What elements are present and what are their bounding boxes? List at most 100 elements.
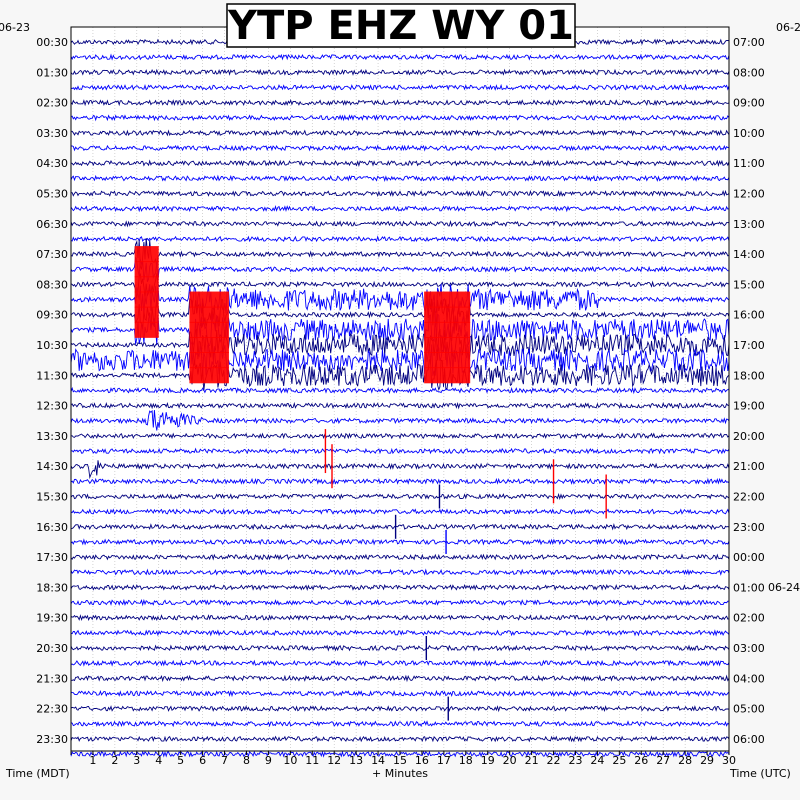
left-hour-label: 07:30 <box>36 248 68 261</box>
left-hour-label: 08:30 <box>36 278 68 291</box>
clipped-segment <box>424 291 471 308</box>
x-tick-label: 13 <box>349 754 363 767</box>
right-hour-label: 16:00 <box>733 309 765 322</box>
right-axis-label: Time (UTC) <box>729 767 791 780</box>
trace-25 <box>70 409 730 431</box>
right-hour-label: 15:00 <box>733 278 765 291</box>
left-hour-label: 21:30 <box>36 672 68 685</box>
trace-27 <box>70 447 730 455</box>
x-tick-label: 4 <box>155 754 162 767</box>
trace-4 <box>70 98 730 107</box>
x-tick-label: 29 <box>700 754 714 767</box>
trace-38 <box>70 614 730 622</box>
left-hour-label: 23:30 <box>36 733 68 746</box>
trace-20 <box>70 328 730 361</box>
left-hour-label: 10:30 <box>36 339 68 352</box>
clipped-segment <box>424 352 471 369</box>
left-hour-label: 13:30 <box>36 430 68 443</box>
right-hour-label: 10:00 <box>733 127 765 140</box>
left-hour-label: 11:30 <box>36 369 68 382</box>
clipped-segment <box>424 321 471 338</box>
x-tick-label: 27 <box>656 754 670 767</box>
x-tick-label: 14 <box>371 754 385 767</box>
trace-34 <box>70 553 730 561</box>
x-tick-label: 11 <box>305 754 319 767</box>
trace-35 <box>70 568 730 576</box>
trace-2 <box>70 68 730 76</box>
left-hour-label: 18:30 <box>36 581 68 594</box>
trace-36 <box>70 583 730 591</box>
trace-26 <box>70 432 730 440</box>
left-hour-label: 15:30 <box>36 491 68 504</box>
left-hour-label: 04:30 <box>36 157 68 170</box>
x-tick-label: 15 <box>393 754 407 767</box>
x-tick-label: 26 <box>634 754 648 767</box>
left-hour-label: 03:30 <box>36 127 68 140</box>
right-date-next-label: 06-24 <box>768 581 800 594</box>
clipped-segment <box>189 352 229 369</box>
right-hour-label: 18:00 <box>733 369 765 382</box>
left-hour-label: 01:30 <box>36 66 68 79</box>
trace-16 <box>70 273 730 299</box>
left-hour-label: 16:30 <box>36 521 68 534</box>
left-hour-label: 09:30 <box>36 309 68 322</box>
clipped-segment <box>424 306 471 323</box>
right-date-label: 06-23 <box>776 21 800 34</box>
clipped-segment <box>134 306 159 323</box>
trace-19 <box>70 313 730 347</box>
x-tick-label: 5 <box>177 754 184 767</box>
clipped-segment <box>189 321 229 338</box>
trace-9 <box>70 174 730 183</box>
trace-13 <box>70 235 730 243</box>
right-hour-label: 01:00 <box>733 581 765 594</box>
x-tick-label: 23 <box>568 754 582 767</box>
clipped-segment <box>189 367 229 384</box>
left-hour-label: 22:30 <box>36 703 68 716</box>
right-hour-label: 11:00 <box>733 157 765 170</box>
x-tick-label: 20 <box>503 754 517 767</box>
clipped-segment <box>134 321 159 338</box>
trace-46 <box>70 735 730 743</box>
x-tick-label: 2 <box>111 754 118 767</box>
chart-title: YTP EHZ WY 01 <box>227 3 574 49</box>
trace-44 <box>70 705 730 713</box>
trace-42 <box>70 674 730 683</box>
left-hour-label: 12:30 <box>36 400 68 413</box>
trace-12 <box>70 220 729 228</box>
clipped-segment <box>189 291 229 308</box>
x-tick-label: 12 <box>327 754 341 767</box>
x-tick-label: 17 <box>437 754 451 767</box>
x-tick-label: 16 <box>415 754 429 767</box>
x-tick-label: 6 <box>199 754 206 767</box>
clipped-segment <box>134 276 159 293</box>
x-tick-label: 28 <box>678 754 692 767</box>
right-hour-label: 13:00 <box>733 218 765 231</box>
right-hour-label: 21:00 <box>733 460 765 473</box>
clipped-segment <box>134 291 159 308</box>
clipped-segment <box>424 337 471 353</box>
x-tick-label: 25 <box>612 754 626 767</box>
trace-32 <box>70 523 730 531</box>
trace-7 <box>71 144 730 152</box>
right-hour-label: 05:00 <box>733 703 765 716</box>
left-hour-label: 05:30 <box>36 188 68 201</box>
left-hour-label: 19:30 <box>36 612 68 625</box>
right-hour-label: 22:00 <box>733 491 765 504</box>
right-hour-label: 04:00 <box>733 672 765 685</box>
right-hour-label: 00:00 <box>733 551 765 564</box>
trace-5 <box>70 114 730 122</box>
x-tick-label: 1 <box>89 754 96 767</box>
right-hour-label: 17:00 <box>733 339 765 352</box>
x-tick-label: 7 <box>221 754 228 767</box>
title-box <box>226 3 576 48</box>
trace-22 <box>70 358 730 392</box>
x-tick-label: 18 <box>459 754 473 767</box>
right-hour-label: 09:00 <box>733 97 765 110</box>
clipped-segment <box>134 261 159 278</box>
right-hour-label: 14:00 <box>733 248 765 261</box>
trace-37 <box>70 598 729 607</box>
left-hour-label: 20:30 <box>36 642 68 655</box>
left-hour-labels: 00:30 01:30 02:30 03:30 04:30 05:30 06:30 07:30… <box>36 36 68 746</box>
x-tick-label: 22 <box>547 754 561 767</box>
